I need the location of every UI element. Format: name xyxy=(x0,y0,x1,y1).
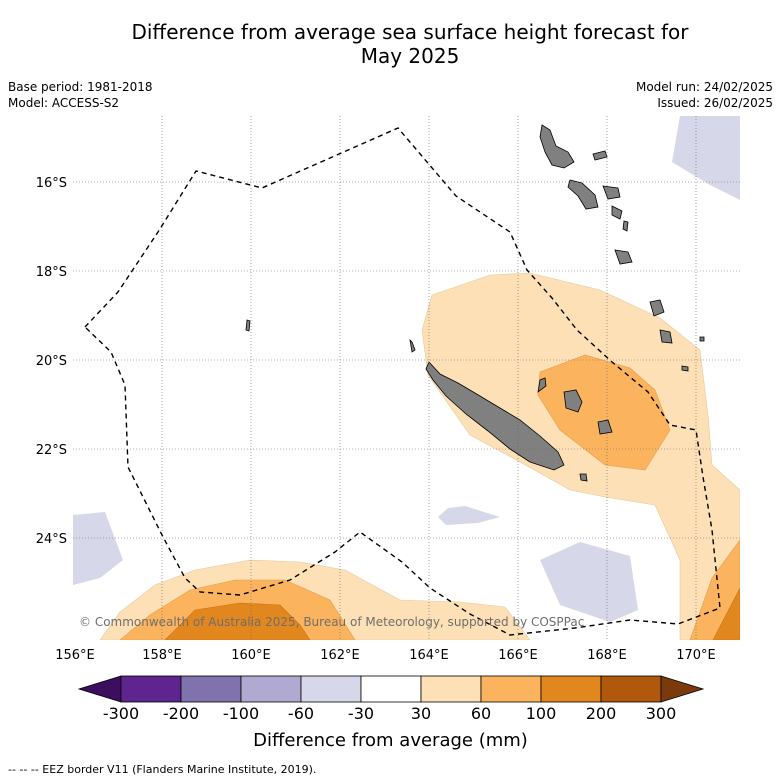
colorbar-label-neg60: -60 xyxy=(287,704,315,723)
colorbar-bin-6 xyxy=(420,675,482,703)
lat-label-16s: 16°S xyxy=(36,176,67,191)
colorbar-title: Difference from average (mm) xyxy=(253,730,528,751)
colorbar-label-300: 300 xyxy=(645,704,677,723)
longitude-labels: 156°E 158°E 160°E 162°E 164°E 166°E 168°… xyxy=(55,648,716,663)
anomaly-negative-regions xyxy=(73,116,740,622)
colorbar-bin-2 xyxy=(180,675,242,703)
lat-label-20s: 20°S xyxy=(36,354,67,369)
colorbar-label-neg100: -100 xyxy=(222,704,260,723)
colorbar-label-100: 100 xyxy=(525,704,557,723)
colorbar-bin-8 xyxy=(540,675,602,703)
colorbar-extend-high xyxy=(660,675,705,703)
lon-label-160e: 160°E xyxy=(231,648,271,663)
issued-date: Issued: 26/02/2025 xyxy=(657,96,773,110)
model-name: Model: ACCESS-S2 xyxy=(8,96,120,110)
colorbar-bin-9 xyxy=(600,675,662,703)
colorbar xyxy=(77,675,705,703)
gridlines xyxy=(73,116,740,640)
lon-label-164e: 164°E xyxy=(409,648,449,663)
meta-left: Base period: 1981-2018 Model: ACCESS-S2 xyxy=(8,79,153,111)
map-title-line1: Difference from average sea surface heig… xyxy=(131,20,689,44)
lat-label-22s: 22°S xyxy=(36,443,67,458)
colorbar-label-neg300: -300 xyxy=(102,704,140,723)
anomaly-100-200-regions xyxy=(164,587,740,640)
lon-label-162e: 162°E xyxy=(320,648,360,663)
colorbar-bin-4 xyxy=(300,675,362,703)
meta-right: Model run: 24/02/2025 Issued: 26/02/2025 xyxy=(636,79,773,111)
map-plot-area: © Commonwealth of Australia 2025, Bureau… xyxy=(73,116,740,640)
colorbar-extend-low xyxy=(77,675,122,703)
copyright-text: © Commonwealth of Australia 2025, Bureau… xyxy=(79,615,584,629)
lat-label-18s: 18°S xyxy=(36,265,67,280)
map-title-line2: May 2025 xyxy=(360,44,460,68)
colorbar-label-30: 30 xyxy=(410,704,432,723)
lon-label-168e: 168°E xyxy=(587,648,627,663)
colorbar-bin-3 xyxy=(240,675,302,703)
colorbar-label-neg200: -200 xyxy=(162,704,200,723)
lon-label-156e: 156°E xyxy=(55,648,95,663)
eez-footnote: -- -- -- EEZ border V11 (Flanders Marine… xyxy=(8,763,317,776)
model-run: Model run: 24/02/2025 xyxy=(635,80,773,94)
lon-label-170e: 170°E xyxy=(676,648,716,663)
latitude-labels: 16°S 18°S 20°S 22°S 24°S xyxy=(36,176,67,547)
lon-label-158e: 158°E xyxy=(142,648,182,663)
base-period: Base period: 1981-2018 xyxy=(8,80,153,94)
eez-border xyxy=(84,127,721,636)
colorbar-bin-5 xyxy=(360,675,422,703)
colorbar-bin-7 xyxy=(480,675,542,703)
land-masses xyxy=(245,124,705,482)
colorbar-label-60: 60 xyxy=(470,704,492,723)
colorbar-label-200: 200 xyxy=(585,704,617,723)
colorbar-label-neg30: -30 xyxy=(347,704,375,723)
lat-label-24s: 24°S xyxy=(36,532,67,547)
lon-label-166e: 166°E xyxy=(498,648,538,663)
colorbar-bin-1 xyxy=(120,675,182,703)
